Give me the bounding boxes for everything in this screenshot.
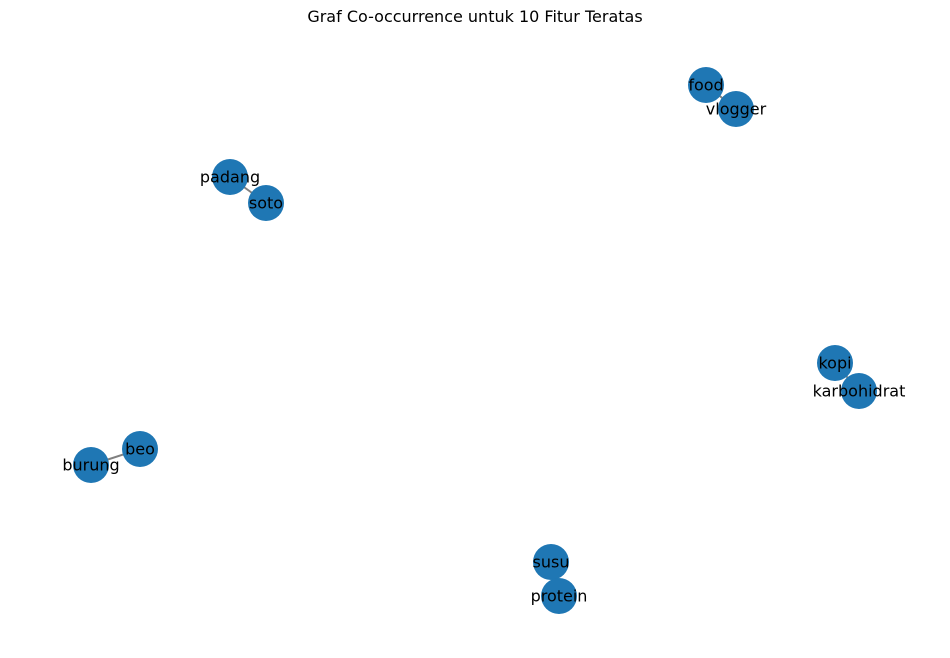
node-label-burung: burung	[62, 456, 119, 475]
node-label-kopi: kopi	[818, 354, 851, 373]
node-beo	[122, 431, 158, 467]
node-susu	[533, 544, 569, 580]
node-protein	[541, 578, 577, 614]
nodes-layer	[73, 67, 877, 614]
node-label-susu: susu	[533, 553, 570, 572]
node-label-karbohidrat: karbohidrat	[813, 382, 906, 401]
node-label-beo: beo	[125, 440, 155, 459]
graph-title: Graf Co-occurrence untuk 10 Fitur Terata…	[307, 7, 643, 26]
edges-layer	[90, 84, 860, 597]
node-karbohidrat	[841, 373, 877, 409]
node-padang	[212, 159, 248, 195]
node-kopi	[817, 345, 853, 381]
node-label-vlogger: vlogger	[706, 100, 767, 119]
node-label-soto: soto	[249, 194, 283, 213]
node-label-food: food	[688, 76, 723, 95]
node-soto	[248, 185, 284, 221]
node-vlogger	[718, 91, 754, 127]
node-label-protein: protein	[531, 587, 588, 606]
node-burung	[73, 447, 109, 483]
labels-layer: food vlogger padang soto kopi karbohidrat beob…	[62, 76, 905, 606]
node-food	[688, 67, 724, 103]
node-label-padang: padang	[200, 168, 260, 187]
